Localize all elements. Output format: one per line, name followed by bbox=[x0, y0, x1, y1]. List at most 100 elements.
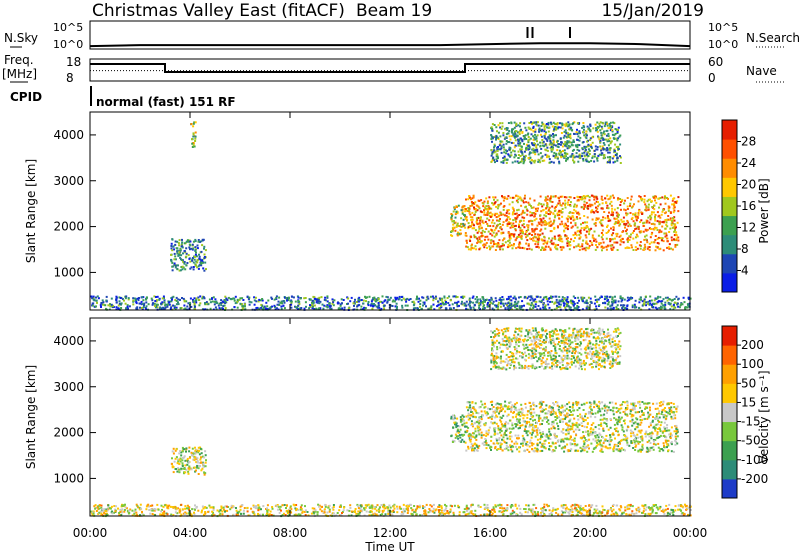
range-gate-cell bbox=[647, 198, 650, 201]
range-gate-cell bbox=[567, 237, 569, 240]
range-gate-cell bbox=[162, 307, 165, 310]
range-gate-cell bbox=[666, 299, 669, 302]
range-gate-cell bbox=[286, 504, 288, 507]
range-gate-cell bbox=[588, 153, 591, 155]
range-gate-cell bbox=[481, 229, 484, 232]
range-gate-cell bbox=[523, 247, 526, 250]
range-gate-cell bbox=[644, 508, 647, 511]
range-gate-cell bbox=[179, 298, 181, 301]
range-gate-cell bbox=[570, 299, 572, 302]
range-gate-cell bbox=[674, 245, 677, 248]
range-gate-cell bbox=[507, 195, 510, 198]
range-gate-cell bbox=[146, 504, 149, 507]
range-gate-cell bbox=[196, 258, 199, 261]
range-gate-cell bbox=[546, 204, 548, 207]
range-gate-cell bbox=[663, 512, 666, 515]
range-gate-cell bbox=[549, 248, 552, 251]
range-gate-cell bbox=[499, 507, 502, 509]
range-gate-cell bbox=[194, 140, 197, 142]
range-gate-cell bbox=[579, 508, 582, 511]
range-gate-cell bbox=[469, 216, 472, 219]
range-gate-cell bbox=[571, 225, 574, 228]
range-gate-cell bbox=[655, 504, 657, 506]
colorbar-segment bbox=[722, 158, 737, 178]
range-gate-cell bbox=[590, 211, 593, 214]
range-gate-cell bbox=[523, 159, 526, 162]
range-gate-cell bbox=[191, 257, 194, 260]
range-gate-cell bbox=[566, 244, 569, 247]
range-gate-cell bbox=[483, 513, 486, 516]
range-gate-cell bbox=[614, 137, 617, 140]
range-gate-cell bbox=[613, 122, 616, 125]
range-gate-cell bbox=[304, 514, 307, 516]
range-gate-cell bbox=[548, 224, 551, 227]
range-gate-cell bbox=[508, 130, 511, 133]
range-gate-cell bbox=[452, 228, 455, 231]
range-gate-cell bbox=[544, 221, 547, 224]
range-gate-cell bbox=[596, 246, 599, 249]
range-gate-cell bbox=[562, 246, 565, 249]
range-gate-cell bbox=[181, 241, 184, 244]
range-gate-cell bbox=[645, 229, 648, 232]
range-gate-cell bbox=[617, 221, 620, 224]
range-gate-cell bbox=[471, 218, 474, 221]
range-gate-cell bbox=[509, 196, 512, 199]
range-gate-cell bbox=[661, 221, 664, 224]
range-gate-cell bbox=[172, 304, 175, 307]
range-gate-cell bbox=[666, 225, 669, 228]
range-gate-cell bbox=[439, 299, 442, 301]
range-gate-cell bbox=[603, 133, 606, 136]
range-gate-cell bbox=[579, 230, 582, 233]
range-gate-cell bbox=[574, 210, 577, 213]
range-gate-cell bbox=[575, 503, 578, 506]
range-gate-cell bbox=[486, 210, 489, 213]
range-gate-cell bbox=[486, 217, 489, 220]
range-gate-cell bbox=[635, 512, 638, 515]
range-gate-cell bbox=[300, 307, 303, 309]
range-gate-cell bbox=[449, 299, 452, 302]
range-gate-cell bbox=[193, 145, 196, 148]
range-gate-cell bbox=[114, 505, 117, 508]
range-gate-cell bbox=[188, 307, 191, 310]
range-gate-cell bbox=[612, 161, 615, 164]
range-gate-cell bbox=[173, 305, 176, 308]
range-gate-cell bbox=[625, 222, 628, 225]
range-gate-cell bbox=[631, 306, 634, 309]
range-gate-cell bbox=[532, 135, 535, 138]
range-gate-cell bbox=[673, 306, 676, 309]
range-gate-cell bbox=[495, 304, 498, 307]
range-gate-cell bbox=[502, 143, 505, 146]
range-gate-cell bbox=[554, 144, 557, 147]
range-gate-cell bbox=[673, 216, 676, 219]
range-gate-cell bbox=[386, 506, 389, 509]
range-gate-cell bbox=[607, 207, 610, 210]
range-gate-cell bbox=[366, 504, 368, 507]
range-gate-cell bbox=[607, 144, 610, 147]
range-gate-cell bbox=[475, 217, 478, 220]
range-gate-cell bbox=[144, 307, 147, 309]
range-gate-cell bbox=[354, 511, 356, 513]
range-gate-cell bbox=[549, 220, 552, 223]
range-gate-cell bbox=[142, 296, 145, 299]
range-gate-cell bbox=[504, 214, 506, 217]
range-gate-cell bbox=[136, 505, 139, 508]
range-gate-cell bbox=[527, 244, 530, 247]
range-gate-cell bbox=[656, 506, 659, 509]
range-gate-cell bbox=[304, 505, 306, 508]
range-gate-cell bbox=[211, 510, 214, 513]
range-gate-cell bbox=[582, 195, 585, 197]
range-gate-cell bbox=[440, 505, 443, 508]
range-gate-cell bbox=[594, 224, 597, 227]
range-gate-cell bbox=[597, 154, 600, 157]
range-gate-cell bbox=[532, 149, 535, 152]
range-gate-cell bbox=[530, 510, 533, 513]
range-gate-cell bbox=[486, 212, 489, 215]
range-gate-cell bbox=[606, 156, 609, 159]
range-gate-cell bbox=[585, 511, 588, 514]
range-gate-cell bbox=[380, 300, 383, 303]
range-gate-cell bbox=[546, 202, 549, 204]
range-gate-cell bbox=[194, 135, 197, 138]
range-gate-cell bbox=[555, 298, 558, 301]
range-gate-cell bbox=[542, 307, 545, 310]
range-gate-cell bbox=[521, 246, 524, 249]
